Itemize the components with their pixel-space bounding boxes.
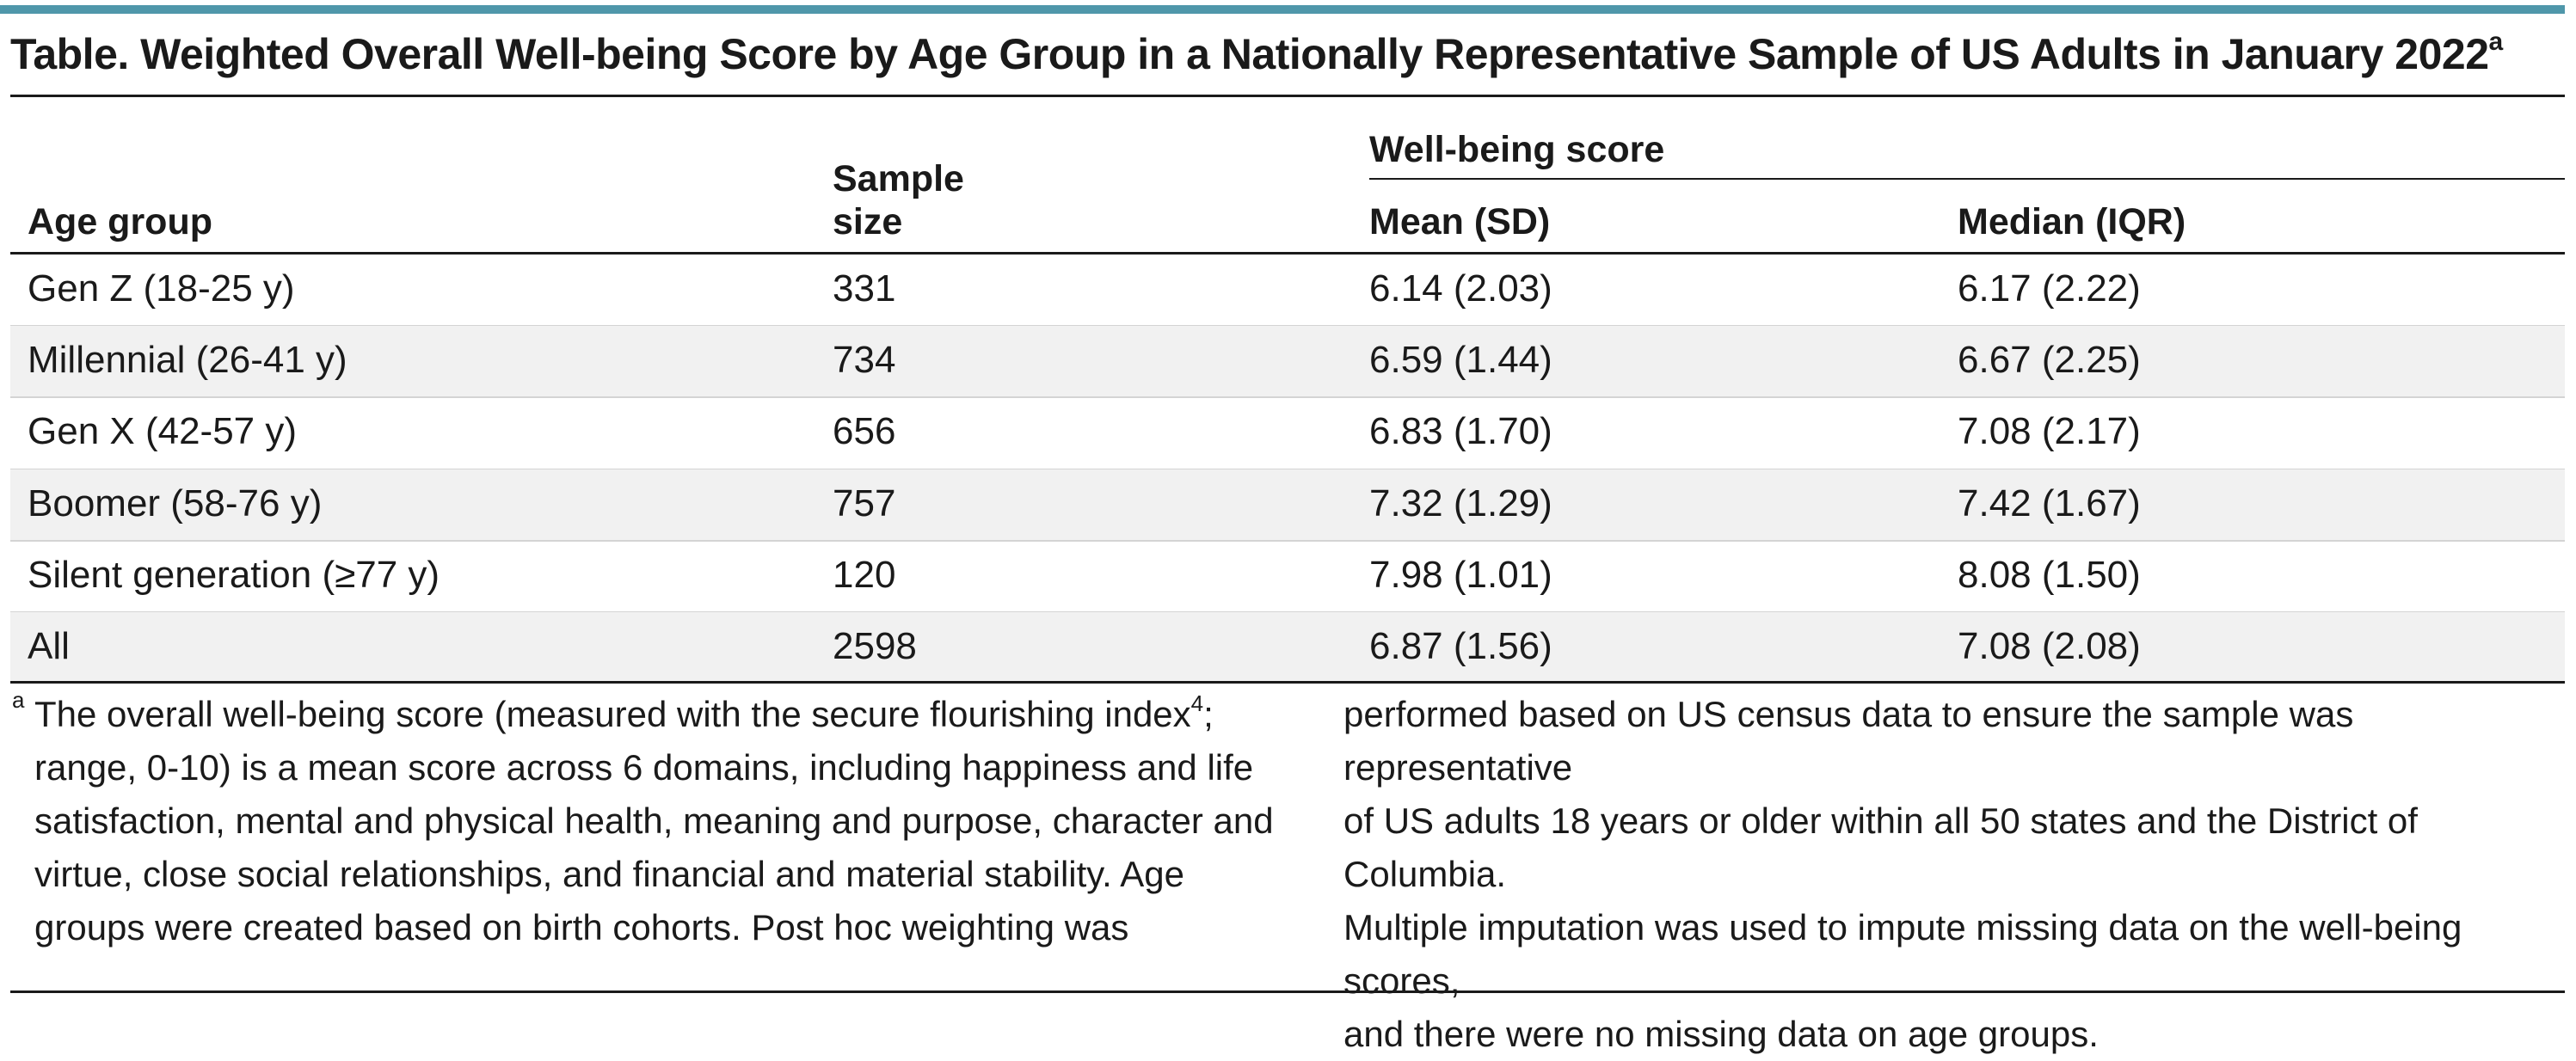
- cell-median-iqr: 7.08 (2.08): [1958, 625, 2141, 667]
- row-divider: [10, 396, 2565, 399]
- footnote-reference: 4: [1190, 690, 1204, 716]
- footnote-line: performed based on US census data to ens…: [1343, 694, 2354, 788]
- page-bottom-rule: [10, 990, 2565, 993]
- cell-median-iqr: 7.42 (1.67): [1958, 481, 2141, 524]
- header-sample-line1: Sample: [833, 158, 964, 199]
- cell-median-iqr: 7.08 (2.17): [1958, 410, 2141, 453]
- header-bottom-rule: [10, 252, 2565, 255]
- cell-age-group: All: [28, 625, 70, 667]
- cell-age-group: Silent generation (≥77 y): [28, 553, 440, 596]
- cell-mean-sd: 7.32 (1.29): [1369, 481, 1552, 524]
- cell-age-group: Gen Z (18-25 y): [28, 267, 295, 310]
- cell-sample-size: 656: [833, 410, 896, 453]
- footnote-line: satisfaction, mental and physical health…: [34, 800, 1274, 841]
- footnote-line: range, 0-10) is a mean score across 6 do…: [34, 747, 1254, 788]
- row-shading: [10, 469, 2565, 541]
- cell-mean-sd: 7.98 (1.01): [1369, 553, 1552, 596]
- header-group-divider: [1369, 178, 2565, 180]
- cell-median-iqr: 8.08 (1.50): [1958, 553, 2141, 596]
- cell-mean-sd: 6.14 (2.03): [1369, 267, 1552, 310]
- cell-mean-sd: 6.87 (1.56): [1369, 625, 1552, 667]
- header-mean-sd: Mean (SD): [1369, 201, 1551, 242]
- title-footnote-marker: a: [2488, 28, 2504, 56]
- cell-mean-sd: 6.59 (1.44): [1369, 339, 1552, 382]
- cell-age-group: Boomer (58-76 y): [28, 481, 323, 524]
- cell-median-iqr: 6.17 (2.22): [1958, 267, 2141, 310]
- footnote-line: of US adults 18 years or older within al…: [1343, 800, 2418, 894]
- cell-sample-size: 2598: [833, 625, 917, 667]
- row-shading: [10, 326, 2565, 398]
- cell-sample-size: 120: [833, 553, 896, 596]
- footnote-line: Multiple imputation was used to impute m…: [1343, 907, 2462, 1001]
- header-sample-line2: size: [833, 201, 903, 242]
- footnote-line: groups were created based on birth cohor…: [34, 907, 1129, 948]
- footnote-line: virtue, close social relationships, and …: [34, 854, 1184, 894]
- row-divider: [10, 539, 2565, 542]
- table-title: Table. Weighted Overall Well-being Score…: [10, 28, 2504, 79]
- cell-sample-size: 734: [833, 339, 896, 382]
- footnote-line: The overall well-being score (measured w…: [34, 690, 1214, 734]
- cell-sample-size: 331: [833, 267, 896, 310]
- top-accent-rule: [0, 5, 2565, 14]
- footnote-left-column: a The overall well-being score (measured…: [12, 688, 1274, 954]
- cell-age-group: Gen X (42-57 y): [28, 410, 298, 453]
- cell-age-group: Millennial (26-41 y): [28, 339, 347, 382]
- cell-mean-sd: 6.83 (1.70): [1369, 410, 1552, 453]
- cell-sample-size: 757: [833, 481, 896, 524]
- header-median-iqr: Median (IQR): [1958, 201, 2186, 242]
- footnote-line: and there were no missing data on age gr…: [1343, 1014, 2099, 1054]
- row-shading: [10, 612, 2565, 684]
- table-bottom-rule: [10, 681, 2565, 684]
- header-age-group: Age group: [28, 201, 212, 242]
- header-wellbeing-score: Well-being score: [1369, 129, 1665, 170]
- cell-median-iqr: 6.67 (2.25): [1958, 339, 2141, 382]
- footnote-right-column: performed based on US census data to ens…: [1343, 688, 2576, 1061]
- title-divider: [10, 95, 2565, 97]
